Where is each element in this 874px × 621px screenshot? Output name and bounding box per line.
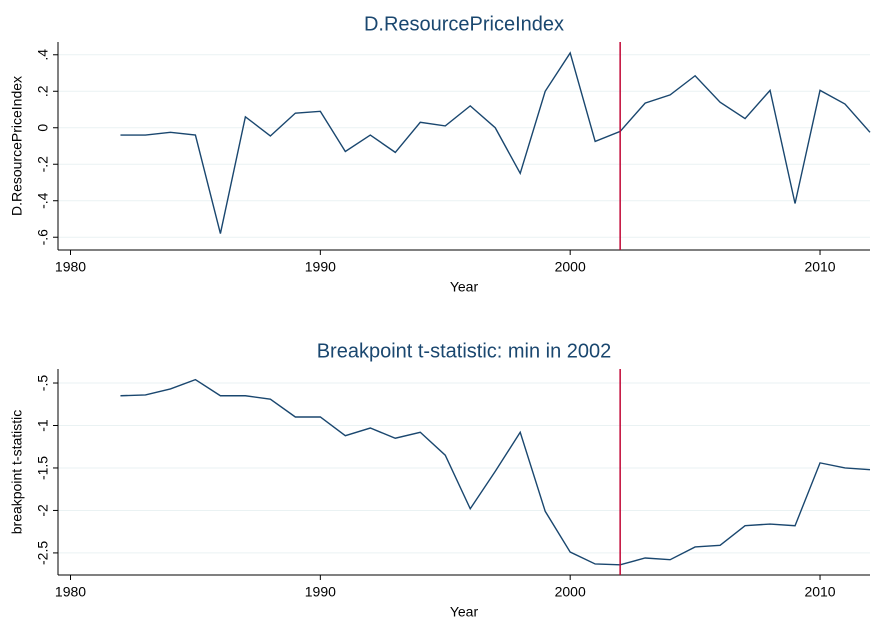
y-axis-label: breakpoint t-statistic — [9, 410, 25, 535]
y-tick-label: -2.5 — [35, 541, 51, 565]
y-tick-label: -.6 — [35, 229, 51, 246]
x-axis-label: Year — [450, 604, 479, 620]
x-tick-label: 1990 — [305, 584, 336, 600]
y-tick-label: -1 — [35, 419, 51, 432]
x-tick-label: 1980 — [55, 259, 86, 275]
chart-title: Breakpoint t-statistic: min in 2002 — [317, 340, 612, 362]
data-line — [120, 378, 871, 566]
x-tick-label: 2010 — [804, 259, 835, 275]
y-tick-label: -2 — [35, 504, 51, 517]
y-tick-label: -.2 — [35, 156, 51, 173]
y-axis-label: D.ResourcePriceIndex — [9, 76, 25, 216]
y-tick-label: -.4 — [35, 192, 51, 209]
x-tick-label: 1990 — [305, 259, 336, 275]
x-axis-label: Year — [450, 279, 479, 295]
y-tick-label: .4 — [35, 49, 51, 61]
x-tick-label: 2000 — [555, 259, 586, 275]
y-tick-label: -1.5 — [35, 456, 51, 480]
y-tick-label: .2 — [35, 85, 51, 97]
x-tick-label: 1980 — [55, 584, 86, 600]
chart-title: D.ResourcePriceIndex — [364, 13, 564, 35]
data-line — [120, 51, 871, 234]
x-tick-label: 2000 — [555, 584, 586, 600]
y-tick-label: 0 — [35, 124, 51, 132]
y-tick-label: -.5 — [35, 375, 51, 392]
x-tick-label: 2010 — [804, 584, 835, 600]
